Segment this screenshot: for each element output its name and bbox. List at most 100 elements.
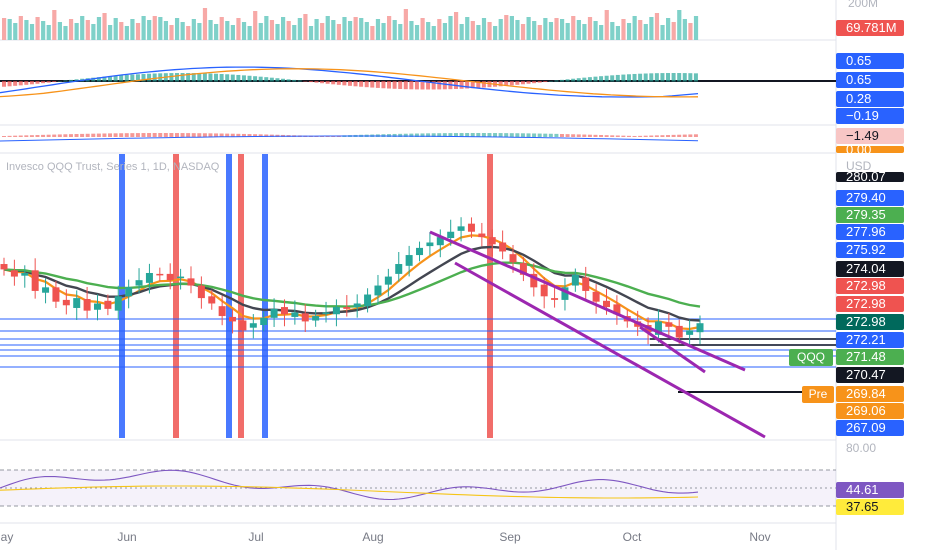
candle-body (208, 296, 216, 304)
macd-hist-bar (693, 73, 698, 82)
volume-bar (470, 21, 475, 40)
volume-bar (236, 18, 241, 40)
candle-body (540, 284, 548, 297)
macd-hist-bar (325, 81, 330, 84)
volume-bar (197, 23, 202, 40)
price-tag-13: 269.84 (836, 386, 904, 402)
volume-bar (124, 26, 129, 40)
candle-body (665, 322, 673, 327)
macd-hist-bar (292, 79, 297, 82)
volume-bar (442, 23, 448, 40)
osc-hist-bar (414, 133, 419, 137)
osc-hist-bar (113, 133, 118, 137)
volume-bar (381, 23, 386, 40)
osc-hist-bar (654, 135, 659, 137)
osc-hist-bar (543, 133, 548, 137)
macd-line (0, 66, 699, 98)
chart-watermark-title: Invesco QQQ Trust, Series 1, 1D, NASDAQ (6, 161, 220, 173)
volume-bar (74, 23, 79, 40)
price-unit-label[interactable]: USD (846, 159, 872, 173)
volume-bar (68, 19, 74, 40)
volume-bar (13, 23, 18, 40)
candle-body (332, 307, 340, 315)
candle-body (488, 237, 496, 245)
candle-body (93, 303, 101, 310)
macd-hist-bar (537, 81, 542, 83)
osc-hist-bar (649, 135, 654, 137)
volume-bar (431, 26, 436, 40)
volume-bar (52, 10, 57, 40)
volume-bar (147, 20, 152, 40)
volume-bar (660, 25, 665, 40)
macd-hist-bar (331, 81, 336, 85)
macd-hist-bar (520, 81, 525, 85)
candle-body (270, 308, 278, 318)
macd-hist-bar (504, 81, 509, 86)
volume-bar (141, 16, 146, 40)
volume-bar (275, 24, 280, 40)
osc-hist-bar (197, 133, 202, 137)
volume-bar (392, 20, 397, 40)
volume-bar (693, 16, 699, 40)
candle-body (696, 323, 704, 333)
candle-body (603, 300, 611, 308)
osc-hist-bar (465, 133, 470, 137)
volume-bar (548, 22, 554, 40)
candle-body (62, 299, 70, 306)
macd-hist-bar (74, 79, 79, 82)
macd-hist-bar (515, 81, 520, 85)
macd-hist-bar (571, 78, 576, 82)
volume-bar (214, 24, 219, 40)
candle-body (582, 277, 590, 291)
candle-body (291, 312, 299, 317)
highlight-bar-1 (173, 154, 179, 438)
month-label-jun: Jun (117, 530, 137, 544)
candle-body (395, 264, 403, 274)
osc-hist-bar (392, 133, 397, 137)
osc-hist-bar (470, 133, 475, 137)
macd-hist-bar (336, 81, 341, 85)
volume-bar (130, 19, 135, 40)
osc-hist-bar (130, 133, 135, 137)
osc-hist-bar (108, 133, 113, 137)
macd-hist-bar (347, 81, 352, 86)
macd-tag-4: −0.19 (836, 108, 904, 124)
volume-bar (163, 21, 169, 40)
candle-body (52, 287, 60, 302)
osc-hist-bar (85, 133, 90, 137)
macd-hist-bar (526, 81, 531, 84)
osc-hist-bar (677, 134, 682, 137)
macd-hist-bar (2, 81, 6, 87)
macd-hist-bar (275, 78, 280, 82)
month-label-sep: Sep (499, 530, 521, 544)
volume-bar (258, 23, 263, 40)
osc-hist-bar (638, 135, 643, 137)
volume-bar (359, 18, 364, 40)
osc-hist-bar (102, 133, 107, 137)
volume-bar (370, 26, 375, 40)
volume-bar (437, 19, 442, 40)
candle-body (114, 296, 122, 311)
candle-body (467, 223, 475, 232)
volume-bar (654, 13, 660, 40)
volume-bar (41, 21, 46, 40)
osc-hist-bar (91, 133, 96, 137)
osc-hist-bar (448, 133, 453, 137)
volume-bar (560, 19, 565, 40)
candle-body (675, 325, 683, 338)
month-label-jul: Jul (248, 530, 264, 544)
candle-body (571, 274, 579, 286)
osc-hist-bar (688, 134, 693, 137)
osc-hist-bar (241, 133, 246, 137)
osc-hist-bar (35, 135, 40, 137)
osc-hist-bar (135, 133, 140, 137)
rsi-band-top-label: 80.00 (846, 441, 877, 455)
volume-bar (481, 18, 487, 40)
volume-bar (599, 25, 604, 40)
candle-body (457, 226, 465, 231)
volume-bar (638, 20, 643, 40)
osc-hist-bar (174, 133, 179, 137)
macd-hist-bar (269, 77, 274, 82)
macd-tag-2: 0.65 (836, 72, 904, 88)
